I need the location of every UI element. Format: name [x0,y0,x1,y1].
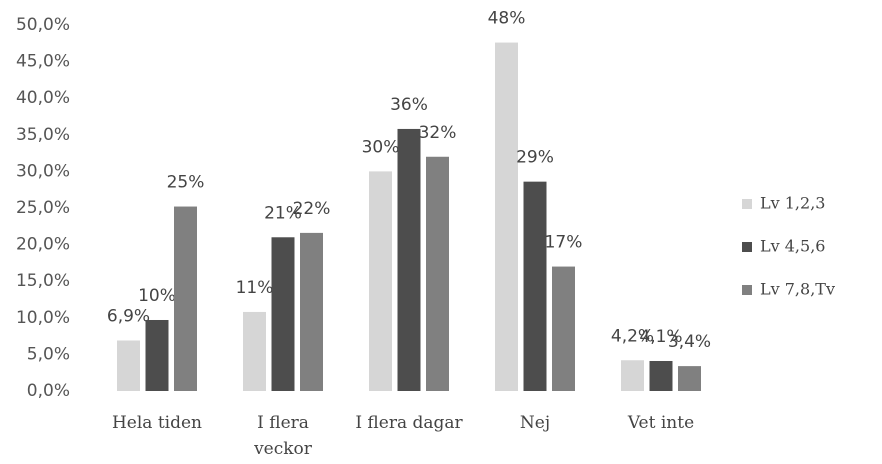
legend-label: Lv 1,2,3 [760,194,825,213]
bar [397,128,421,391]
bar [649,360,673,391]
y-tick-label: 0,0% [27,381,70,401]
bar [552,266,575,391]
bar [145,319,169,391]
x-tick-label: Nej [519,413,551,433]
legend-swatch [742,242,752,252]
data-label: 10% [138,286,176,306]
y-tick-label: 50,0% [16,15,70,35]
bar [523,181,547,391]
y-tick-label: 10,0% [16,308,70,328]
y-tick-label: 30,0% [16,161,70,181]
bar [300,232,323,391]
data-label: 30% [362,137,400,157]
data-label: 36% [390,95,428,115]
data-label: 29% [516,148,554,168]
data-label: 17% [545,233,583,253]
data-label: 21% [264,203,302,223]
data-label: 3,4% [668,332,711,352]
y-tick-label: 5,0% [27,344,70,364]
data-label: 6,9% [107,306,150,326]
bar [426,156,449,391]
bar [369,171,392,391]
bar [678,366,701,391]
data-label: 11% [236,278,274,298]
legend-swatch [742,199,752,209]
bar [495,42,518,392]
y-tick-label: 20,0% [16,235,70,255]
bar [271,237,295,391]
x-tick-label: I flera dagar [355,413,463,433]
data-label: 4,2% [611,326,654,346]
data-label: 25% [167,173,205,193]
legend-label: Lv 7,8,Tv [760,280,835,299]
y-tick-label: 15,0% [16,271,70,291]
x-tick-label: Vet inte [627,413,695,433]
y-tick-label: 45,0% [16,52,70,72]
bar [174,206,197,391]
data-label: 22% [293,199,331,219]
x-tick-label: I flera veckor [254,413,312,459]
bar [243,311,266,391]
bar [621,360,644,391]
x-tick-label: Hela tiden [111,413,203,433]
y-tick-label: 35,0% [16,125,70,145]
bar [117,340,140,391]
data-label: 32% [419,123,457,143]
data-label: 48% [488,9,526,29]
y-tick-label: 40,0% [16,88,70,108]
legend-label: Lv 4,5,6 [760,237,825,256]
legend-swatch [742,285,752,295]
y-tick-label: 25,0% [16,198,70,218]
data-label: 4,1% [639,327,682,347]
